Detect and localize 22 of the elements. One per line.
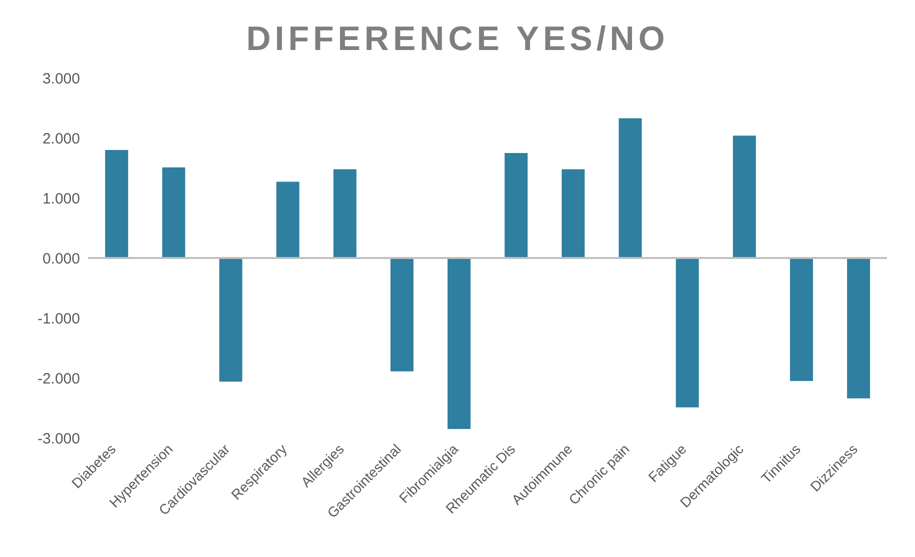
bar — [504, 153, 528, 258]
chart-title: DIFFERENCE YES/NO — [245, 19, 670, 60]
bar — [448, 258, 471, 429]
bar — [790, 258, 813, 381]
bar — [562, 169, 585, 258]
y-tick-label: -3.000 — [37, 430, 80, 448]
bar — [219, 258, 242, 382]
bar — [105, 150, 128, 258]
bar — [333, 169, 356, 258]
y-tick-label: 1.000 — [42, 190, 80, 208]
bar — [276, 182, 300, 258]
bar — [847, 258, 870, 398]
bar — [676, 258, 699, 408]
y-tick-label: -2.000 — [37, 370, 80, 388]
bar — [390, 258, 414, 372]
bar — [732, 136, 756, 258]
y-tick-label: 3.000 — [42, 70, 80, 88]
y-tick-label: 0.000 — [42, 250, 80, 268]
y-tick-label: 2.000 — [42, 130, 80, 148]
bar — [162, 167, 186, 258]
y-tick-label: -1.000 — [37, 310, 80, 328]
bar — [618, 118, 642, 258]
